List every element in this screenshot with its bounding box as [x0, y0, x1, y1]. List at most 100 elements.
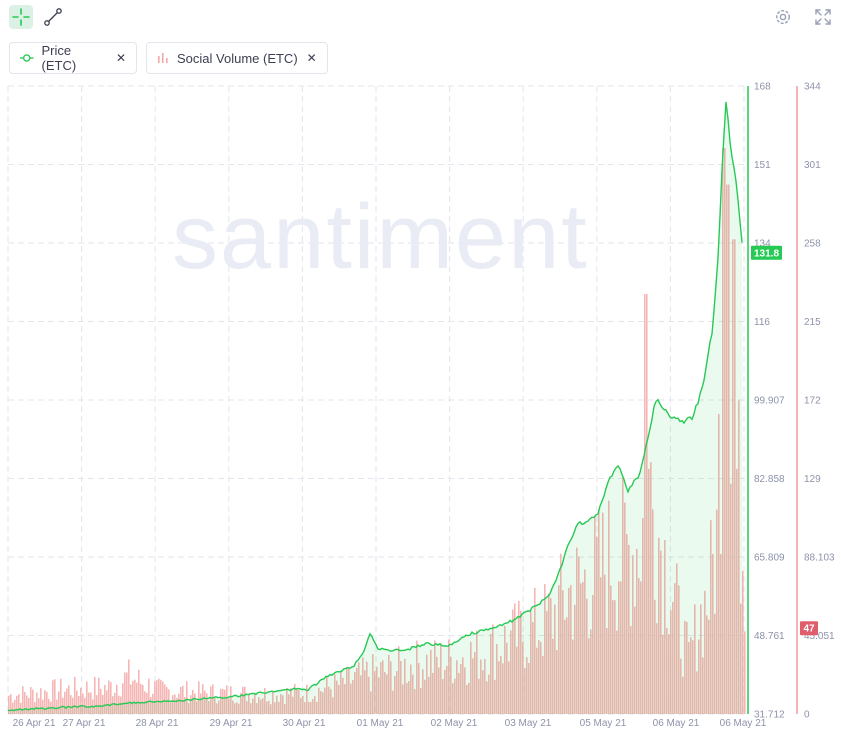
social-volume-bar [260, 699, 262, 714]
social-volume-bar [634, 606, 636, 714]
social-volume-bar [438, 667, 440, 714]
social-volume-bar [470, 641, 472, 714]
social-volume-bar [288, 694, 290, 714]
social-volume-bar [196, 701, 198, 714]
price-line [7, 101, 743, 712]
social-volume-bar [414, 689, 416, 714]
social-volume-bar [426, 654, 428, 714]
social-volume-bar [362, 657, 364, 714]
social-volume-bars [8, 148, 746, 715]
social-volume-bar [262, 698, 264, 714]
social-volume-bar [502, 663, 504, 714]
social-volume-bar [488, 674, 490, 714]
social-volume-bar [204, 690, 206, 714]
social-volume-bar [300, 698, 302, 714]
social-volume-bar [660, 550, 662, 714]
social-volume-bar [684, 620, 686, 714]
social-volume-bar [292, 696, 294, 714]
social-volume-bar [244, 686, 246, 714]
social-volume-bar [638, 578, 640, 714]
date-tick-label: 26 Apr 21 [13, 718, 56, 729]
social-volume-bar [644, 294, 646, 714]
social-volume-bar [240, 692, 242, 714]
social-volume-bar [192, 690, 194, 714]
social-volume-bar [640, 581, 642, 714]
social-volume-bar [422, 669, 424, 714]
social-volume-bar [706, 615, 708, 714]
social-volume-bar [152, 693, 154, 714]
social-volume-bar [126, 672, 128, 714]
social-volume-bar [560, 553, 562, 714]
social-volume-bar [650, 462, 652, 714]
social-volume-bar [252, 698, 254, 714]
date-tick-label: 01 May 21 [357, 718, 404, 729]
metric-label-price: Price (ETC) [41, 43, 77, 73]
social-volume-tick-label: 344 [804, 82, 821, 93]
social-volume-bar [524, 668, 526, 714]
social-volume-bar [64, 691, 66, 714]
social-volume-bar [70, 695, 72, 714]
remove-metric-social-volume-icon[interactable]: ✕ [306, 51, 317, 65]
social-volume-bar [346, 666, 348, 714]
social-volume-bar [338, 684, 340, 714]
social-volume-bar [566, 617, 568, 714]
social-volume-bar [548, 593, 550, 714]
social-volume-bar [476, 630, 478, 714]
social-volume-bar [450, 656, 452, 714]
metric-chip-social-volume[interactable]: Social Volume (ETC) ✕ [146, 42, 328, 74]
social-volume-bar [726, 184, 728, 714]
social-volume-bar [622, 477, 624, 714]
social-volume-bar [740, 603, 742, 714]
social-volume-bar [20, 702, 22, 714]
line-drawing-button[interactable] [41, 5, 65, 29]
price-social-volume-chart[interactable]: santiment 168 151 134 116 99.907 82.858 65.809… [0, 80, 841, 731]
social-volume-bar [184, 696, 186, 714]
social-volume-bar [562, 590, 564, 714]
social-volume-bar [700, 604, 702, 714]
social-volume-bar [376, 666, 378, 714]
social-volume-bar [96, 695, 98, 714]
metric-chip-price[interactable]: Price (ETC) ✕ [9, 42, 137, 74]
social-volume-bar [162, 681, 164, 714]
social-volume-bar [654, 599, 656, 714]
social-volume-bar [382, 660, 384, 714]
price-tick-label: 82.858 [754, 474, 785, 485]
cross-cursor-button[interactable] [9, 5, 33, 29]
fullscreen-button[interactable] [811, 5, 835, 29]
social-volume-bar [680, 658, 682, 714]
social-volume-axis-ticks: 344 301 258 215 172 129 88.103 45.051 0 [804, 82, 835, 721]
social-volume-bar [432, 672, 434, 714]
social-volume-bar [590, 629, 592, 714]
remove-metric-price-icon[interactable]: ✕ [115, 51, 126, 65]
social-volume-bar [14, 699, 16, 714]
social-volume-bar [318, 687, 320, 714]
social-volume-bar [610, 585, 612, 714]
social-volume-bar [172, 695, 174, 714]
social-volume-bar [608, 500, 610, 714]
social-volume-bar [374, 671, 376, 714]
social-volume-bar [298, 690, 300, 714]
social-volume-bar [424, 679, 426, 714]
social-volume-bar [692, 640, 694, 714]
social-volume-bar [430, 649, 432, 714]
social-volume-bar [536, 647, 538, 714]
social-volume-bar [276, 695, 278, 714]
settings-button[interactable] [771, 5, 795, 29]
social-volume-bar [188, 703, 190, 714]
social-volume-bar [420, 687, 422, 714]
social-volume-bar [614, 600, 616, 714]
social-volume-bar [132, 680, 134, 714]
social-volume-bar [556, 650, 558, 714]
social-volume-bar [580, 583, 582, 714]
social-volume-bar [688, 641, 690, 714]
social-volume-bar [366, 661, 368, 714]
social-volume-bar [232, 700, 234, 714]
social-volume-bar [592, 594, 594, 714]
social-volume-bar [718, 413, 720, 714]
social-volume-bar [282, 695, 284, 714]
social-volume-bar [484, 658, 486, 714]
social-volume-bar [116, 684, 118, 714]
social-volume-bar [702, 657, 704, 714]
social-volume-tick-label: 172 [804, 396, 821, 407]
social-volume-bar [140, 683, 142, 714]
